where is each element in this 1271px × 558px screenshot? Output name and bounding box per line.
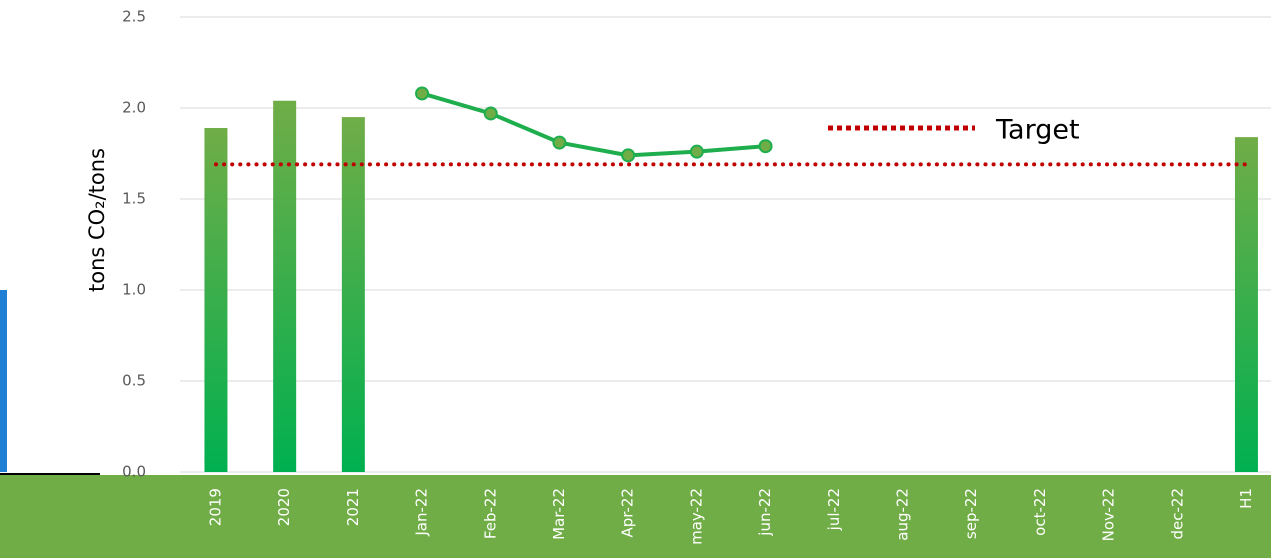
x-tick-label: Feb-22 <box>481 488 499 539</box>
x-tick-label: aug-22 <box>893 488 911 541</box>
x-tick-label: Jan-22 <box>413 488 431 537</box>
x-tick-label: jul-22 <box>825 488 843 531</box>
line-marker <box>483 106 498 121</box>
decoration <box>0 290 7 472</box>
x-tick-label: Nov-22 <box>1100 488 1118 541</box>
x-tick-label: oct-22 <box>1031 488 1049 536</box>
line-marker <box>552 135 567 150</box>
y-tick-label: 1.5 <box>122 190 146 208</box>
x-tick-label: sep-22 <box>962 488 980 539</box>
line <box>421 91 766 158</box>
line-marker <box>415 86 430 101</box>
y-axis-label: tons CO₂/tons <box>85 148 109 292</box>
line-marker <box>758 139 773 154</box>
line-marker <box>689 144 704 159</box>
x-tick-label: may-22 <box>687 488 705 545</box>
x-tick-label: 2021 <box>344 488 362 526</box>
bar <box>1234 137 1258 472</box>
line-marker <box>621 148 636 163</box>
bar <box>273 100 297 472</box>
legend-label: Target <box>995 115 1080 146</box>
x-tick-label: 2020 <box>275 488 293 526</box>
y-tick-label: 0.0 <box>122 463 146 481</box>
x-tick-label: jun-22 <box>756 488 774 537</box>
x-tick-label: Apr-22 <box>619 488 637 538</box>
x-tick-label: H1 <box>1237 488 1255 509</box>
x-tick-label: dec-22 <box>1168 488 1186 540</box>
x-tick-label: Mar-22 <box>550 488 568 540</box>
bar <box>204 128 228 472</box>
bar <box>341 117 365 472</box>
y-tick-label: 2.5 <box>122 8 146 26</box>
x-axis-band <box>0 475 1271 558</box>
y-tick-label: 1.0 <box>122 281 146 299</box>
y-tick-label: 0.5 <box>122 372 146 390</box>
y-tick-label: 2.0 <box>122 99 146 117</box>
x-tick-label: 2019 <box>206 488 224 526</box>
